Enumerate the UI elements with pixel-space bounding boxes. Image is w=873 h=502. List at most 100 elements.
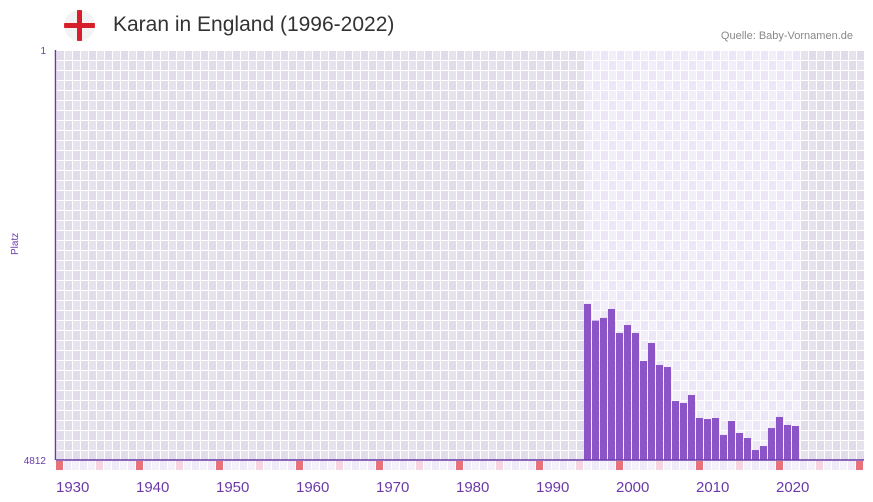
year-marker [104,461,111,470]
year-marker [168,461,175,470]
year-marker [352,461,359,470]
year-marker [296,461,303,470]
bar-2015 [736,432,743,460]
year-marker [264,461,271,470]
year-marker [832,461,839,470]
x-tick-label: 1950 [216,479,249,496]
year-marker [792,461,799,470]
year-marker [400,461,407,470]
year-marker [256,461,263,470]
bar-2009 [688,394,695,460]
bar-2019 [768,428,775,460]
year-marker [440,461,447,470]
bar-2018 [760,446,767,460]
year-marker [200,461,207,470]
year-marker [304,461,311,470]
year-marker [552,461,559,470]
bar-2005 [656,364,663,460]
year-marker [648,461,655,470]
year-marker [616,461,623,470]
year-marker [152,461,159,470]
year-marker [448,461,455,470]
year-marker [184,461,191,470]
year-marker [600,461,607,470]
year-marker [144,461,151,470]
y-tick-label: 1 [40,46,46,57]
year-marker [752,461,759,470]
year-marker [392,461,399,470]
year-marker [768,461,775,470]
year-marker [528,461,535,470]
bar-2012 [712,417,719,460]
x-tick-label: 2010 [696,479,729,496]
year-marker [544,461,551,470]
year-marker [136,461,143,470]
year-marker [368,461,375,470]
year-marker [520,461,527,470]
year-marker [816,461,823,470]
year-marker [840,461,847,470]
year-marker [112,461,119,470]
year-marker [560,461,567,470]
year-marker [344,461,351,470]
x-tick-label: 1940 [136,479,169,496]
year-marker [88,461,95,470]
bar-1998 [600,317,607,460]
year-marker [704,461,711,470]
year-marker [80,461,87,470]
year-marker [744,461,751,470]
year-marker [640,461,647,470]
year-marker [288,461,295,470]
bar-2000 [616,333,623,460]
year-marker [568,461,575,470]
year-marker [688,461,695,470]
year-marker [328,461,335,470]
bar-2003 [640,360,647,460]
bar-2017 [752,450,759,460]
year-marker [312,461,319,470]
year-marker [464,461,471,470]
x-tick-label: 1970 [376,479,409,496]
year-marker [456,461,463,470]
year-marker [56,461,63,470]
year-marker [216,461,223,470]
year-marker [504,461,511,470]
year-marker [248,461,255,470]
bar-2008 [680,402,687,460]
year-marker [728,461,735,470]
england-flag-icon [64,10,95,41]
year-marker [488,461,495,470]
year-marker [96,461,103,470]
year-marker [472,461,479,470]
year-marker [800,461,807,470]
year-marker [160,461,167,470]
year-marker [480,461,487,470]
bar-1996 [584,303,591,460]
year-marker [72,461,79,470]
bar-2021 [784,424,791,460]
bar-2022 [792,425,799,460]
x-tick-label: 2020 [776,479,809,496]
y-tick-label: 4812 [24,456,47,467]
source-link[interactable]: Quelle: Baby-Vornamen.de [720,30,853,42]
year-marker [808,461,815,470]
year-marker [240,461,247,470]
year-marker [376,461,383,470]
year-marker [176,461,183,470]
year-marker [424,461,431,470]
year-marker [496,461,503,470]
year-marker [432,461,439,470]
year-marker [208,461,215,470]
year-marker [736,461,743,470]
x-tick-label: 1930 [56,479,89,496]
year-marker [192,461,199,470]
year-marker [512,461,519,470]
year-marker [656,461,663,470]
year-marker [272,461,279,470]
bar-1997 [592,320,599,460]
year-marker [232,461,239,470]
year-marker [120,461,127,470]
year-marker [384,461,391,470]
year-marker [608,461,615,470]
